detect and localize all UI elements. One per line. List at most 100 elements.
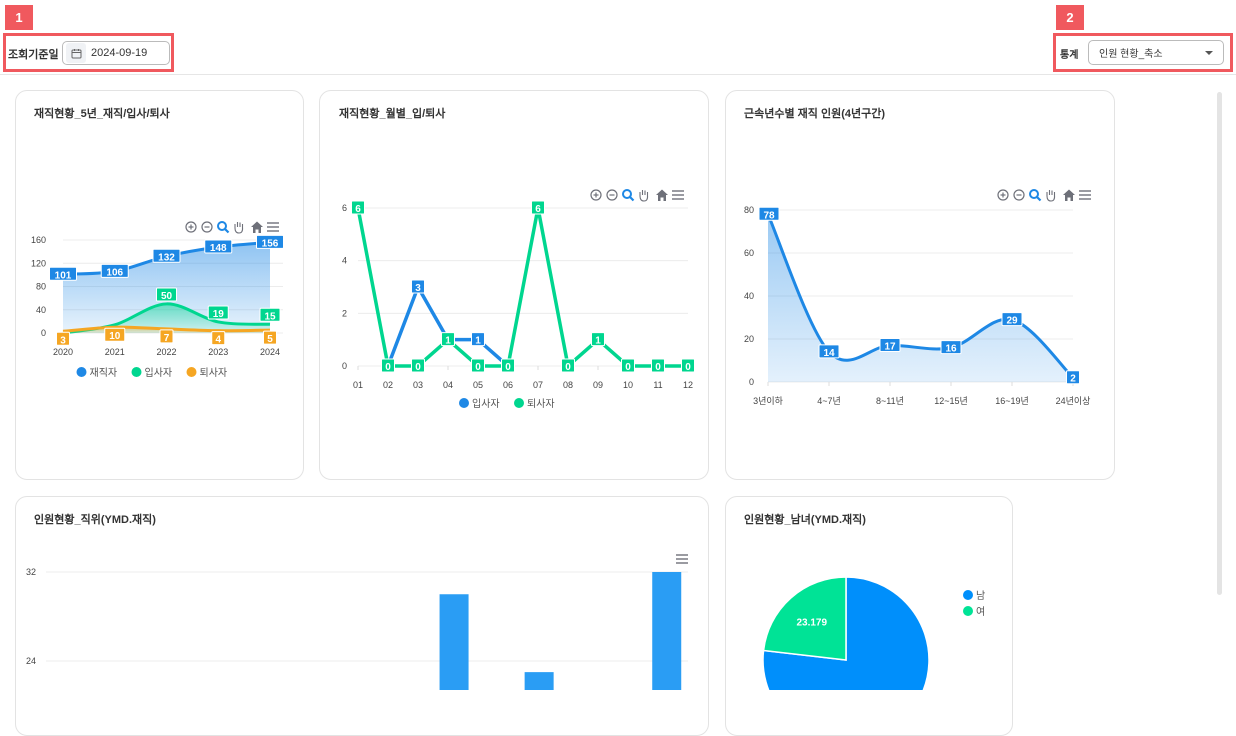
legend-item[interactable]: 재직자 [76, 367, 118, 379]
legend-item[interactable]: 입사자 [131, 366, 173, 379]
y-tick-label: 120 [31, 258, 46, 268]
data-label-text: 0 [385, 362, 391, 373]
data-label-text: 15 [264, 311, 276, 322]
y-tick-label: 60 [744, 248, 754, 258]
icon-shape [251, 221, 263, 233]
zoom-out-icon[interactable] [201, 221, 213, 233]
data-label-text: 5 [267, 334, 273, 345]
data-label-box [152, 248, 181, 263]
pan-icon[interactable] [234, 222, 244, 234]
legend-item[interactable]: 퇴사자 [186, 367, 228, 379]
data-label-text: 0 [415, 362, 421, 373]
legend-item[interactable]: 입사자 [459, 397, 500, 410]
data-label-text: 6 [355, 204, 361, 215]
chart-card-position [15, 496, 709, 736]
data-label-text: 0 [685, 362, 691, 373]
menu-icon[interactable] [267, 222, 279, 232]
x-tick-label: 05 [473, 380, 483, 390]
data-label-box [263, 330, 277, 345]
data-label: 0 [411, 358, 425, 373]
data-label-text: 29 [1006, 316, 1018, 327]
menu-icon[interactable] [1079, 190, 1091, 200]
selection-zoom-icon[interactable] [1029, 189, 1042, 202]
data-label-text: 0 [475, 362, 481, 373]
home-icon[interactable] [656, 189, 668, 202]
data-label: 1 [441, 332, 455, 347]
zoom-out-icon[interactable] [606, 189, 618, 201]
pan-icon[interactable] [639, 190, 649, 202]
legend-marker [186, 367, 197, 377]
stat-select[interactable]: 인원 현황_축소 [1088, 40, 1224, 65]
icon-shape [606, 189, 618, 201]
y-tick-label: 0 [749, 377, 754, 387]
data-label: 0 [561, 358, 575, 373]
data-label-text: 14 [823, 348, 835, 359]
menu-icon[interactable] [676, 554, 688, 564]
data-label-box [351, 200, 365, 215]
data-label-text: 1 [595, 336, 601, 347]
legend-item[interactable]: 퇴사자 [514, 398, 555, 410]
pan-icon[interactable] [1046, 190, 1056, 202]
scrollbar[interactable] [1217, 92, 1222, 595]
data-label-text: 6 [535, 204, 541, 215]
y-tick-label: 0 [41, 328, 46, 338]
data-label-box [879, 337, 901, 352]
icon-shape [1063, 189, 1075, 201]
x-tick-label: 2024 [260, 347, 280, 357]
chevron-down-icon [1205, 51, 1213, 55]
series-area [768, 214, 1073, 382]
x-tick-label: 2021 [105, 347, 125, 357]
date-input[interactable]: 2024-09-19 [62, 41, 170, 65]
x-tick-label: 24년이상 [1056, 396, 1091, 406]
data-label-box [441, 332, 455, 347]
data-label-box [204, 239, 233, 254]
data-label: 2 [1066, 370, 1080, 385]
legend-label: 퇴사자 [200, 367, 228, 379]
bar[interactable] [439, 594, 469, 690]
x-tick-label: 09 [593, 380, 603, 390]
x-tick-label: 3년이하 [753, 396, 784, 406]
icon-shape [622, 189, 632, 199]
legend-marker [459, 398, 469, 408]
calendar-icon[interactable] [66, 43, 86, 63]
data-label-box [256, 234, 284, 249]
x-tick-label: 02 [383, 380, 393, 390]
legend-label: 재직자 [90, 367, 118, 379]
date-filter-group [3, 33, 174, 72]
icon-shape [590, 189, 602, 201]
zoom-in-icon[interactable] [185, 221, 197, 233]
selection-zoom-icon[interactable] [622, 189, 635, 202]
legend-item[interactable]: 남 [963, 590, 985, 602]
legend-label: 입사자 [472, 397, 500, 410]
data-label: 101 [49, 266, 77, 281]
zoom-in-icon[interactable] [997, 189, 1009, 201]
zoom-out-icon[interactable] [1013, 189, 1025, 201]
x-tick-label: 12 [683, 380, 693, 390]
x-tick-label: 10 [623, 380, 633, 390]
pie-label: 23.179 [796, 618, 827, 629]
data-label-box [104, 327, 126, 342]
data-label-box [156, 287, 177, 302]
legend-item[interactable]: 여 [963, 606, 985, 618]
pie-slice[interactable] [762, 576, 847, 661]
zoom-in-icon[interactable] [590, 189, 602, 201]
chart-card-monthly [319, 90, 709, 480]
data-label-box [561, 358, 575, 373]
bar[interactable] [652, 572, 682, 690]
icon-shape [201, 221, 213, 233]
data-label-box [531, 200, 545, 215]
data-label-box [211, 331, 226, 346]
data-label-box [471, 358, 485, 373]
selection-zoom-icon[interactable] [217, 221, 230, 234]
legend-marker [514, 398, 524, 408]
icon-shape [1036, 196, 1042, 202]
home-icon[interactable] [1063, 189, 1075, 202]
data-label-text: 7 [164, 333, 170, 344]
home-icon[interactable] [251, 221, 263, 234]
x-tick-label: 12~15년 [934, 396, 968, 406]
data-label-text: 10 [109, 331, 121, 342]
menu-icon[interactable] [672, 190, 684, 200]
bar[interactable] [524, 672, 554, 690]
date-value: 2024-09-19 [91, 47, 148, 59]
annotation-badge-1: 1 [5, 5, 33, 30]
